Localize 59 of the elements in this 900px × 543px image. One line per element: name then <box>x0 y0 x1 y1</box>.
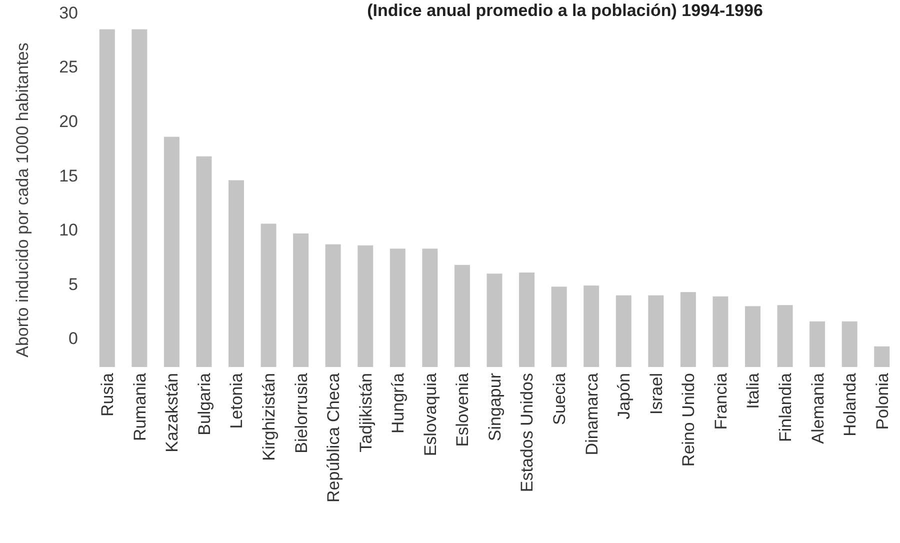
y-tick-label: 15 <box>59 166 78 186</box>
x-tick-label: Dinamarca <box>582 372 602 456</box>
x-tick-label: Israel <box>646 373 666 415</box>
bar <box>744 306 760 367</box>
bar <box>680 292 696 367</box>
y-tick-label: 25 <box>59 58 78 77</box>
y-tick-label: 0 <box>68 329 78 348</box>
bar <box>874 346 890 367</box>
bar <box>551 286 567 367</box>
y-tick-label: 30 <box>59 3 78 22</box>
x-tick-label: República Checa <box>324 372 344 502</box>
y-tick-label: 20 <box>59 112 78 132</box>
x-tick-label: Francia <box>711 372 730 430</box>
x-tick-label: Eslovenia <box>453 372 472 447</box>
x-tick-label: Hungría <box>388 372 408 434</box>
x-tick-label: Rusia <box>98 372 118 416</box>
y-tick-label: 5 <box>68 274 78 294</box>
x-tick-label: Rumania <box>130 372 150 442</box>
x-tick-label: Bielorrusia <box>292 372 311 454</box>
bar <box>99 29 115 367</box>
bar <box>293 233 309 367</box>
bar <box>422 248 438 367</box>
x-tick-label: Italia <box>744 372 763 409</box>
bar <box>584 286 600 367</box>
bar <box>260 224 276 367</box>
bar <box>164 136 180 367</box>
x-tick-label: Holanda <box>840 372 860 436</box>
bar <box>454 264 470 367</box>
bar <box>390 248 406 367</box>
bar <box>648 295 664 367</box>
bar <box>486 274 502 367</box>
bar <box>228 180 244 367</box>
x-tick-label: Alemania <box>808 372 828 444</box>
y-axis-title: Aborto inducido por cada 1000 habitantes <box>12 42 32 358</box>
bar <box>777 305 793 367</box>
bar <box>132 29 148 367</box>
x-tick-label: Singapur <box>485 372 504 442</box>
x-tick-label: Estados Unidos <box>518 373 537 492</box>
x-tick-label: Reino Unido <box>679 373 698 467</box>
x-tick-label: Kazakstán <box>162 373 182 452</box>
bar <box>325 244 341 367</box>
bar <box>616 295 632 367</box>
bar <box>196 156 212 367</box>
x-tick-label: Tadjikistán <box>356 373 376 452</box>
bar <box>842 321 858 367</box>
x-tick-label: Polonia <box>872 372 892 430</box>
y-tick-label: 10 <box>59 220 78 240</box>
x-tick-label: Eslovaquia <box>420 372 440 456</box>
chart-title: (Indice anual promedio a la población) 1994-1996 <box>367 1 763 20</box>
x-tick-label: Kirghizistán <box>259 373 278 461</box>
bar <box>358 245 374 367</box>
x-tick-label: Suecia <box>550 372 570 425</box>
x-tick-label: Finlandia <box>776 372 795 442</box>
bar <box>519 272 535 367</box>
x-tick-label: Japón <box>614 373 634 420</box>
bar <box>810 321 826 367</box>
bar <box>712 296 728 367</box>
x-tick-label: Letonia <box>227 372 246 429</box>
x-tick-label: Bulgaria <box>194 372 214 436</box>
